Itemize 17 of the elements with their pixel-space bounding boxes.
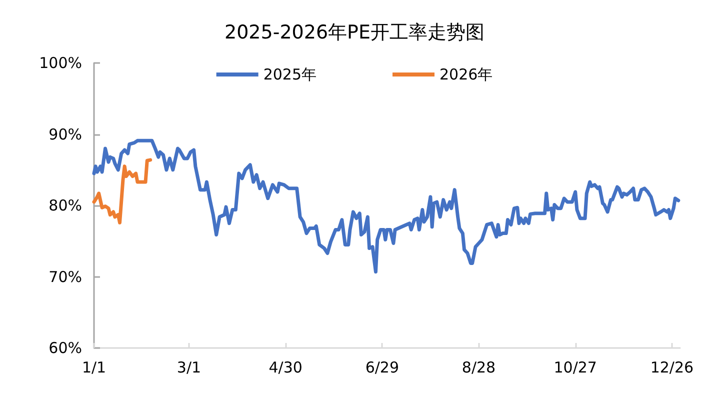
line-series — [92, 138, 680, 274]
x-tick-label: 1/1 — [82, 358, 106, 376]
y-tick-label: 70% — [48, 268, 82, 286]
x-tick-label: 12/26 — [650, 358, 694, 376]
legend-label: 2025年 — [263, 66, 317, 84]
x-tick-label: 6/29 — [365, 358, 400, 376]
legend-label: 2026年 — [440, 66, 493, 84]
y-tick-label: 90% — [48, 125, 82, 144]
x-tick-label: 8/28 — [462, 358, 496, 376]
x-tick-label: 3/1 — [176, 358, 202, 376]
y-tick-label: 60% — [48, 339, 82, 357]
line-series — [92, 158, 152, 224]
y-tick-label: 100% — [39, 54, 82, 72]
x-tick-label: 10/27 — [554, 358, 597, 376]
y-tick-label: 80% — [48, 196, 82, 214]
chart-title: 2025-2026年PE开工率走势图 — [224, 22, 485, 44]
x-tick-label: 4/30 — [268, 358, 302, 376]
